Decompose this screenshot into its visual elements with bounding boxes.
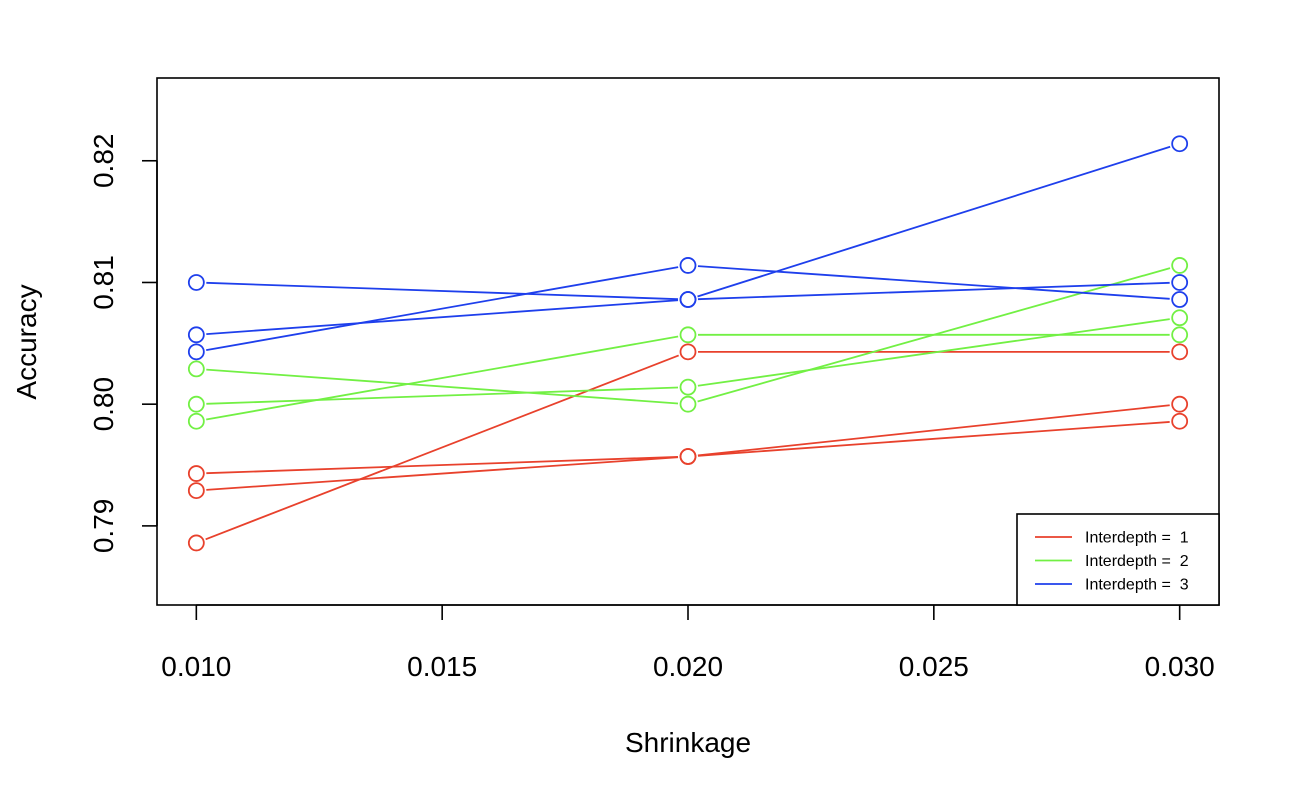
series-line-interdepth-2 [206,386,679,405]
data-point-interdepth-2 [679,378,697,396]
x-tick-label: 0.020 [653,651,723,682]
data-point-interdepth-3 [187,326,205,344]
data-point-interdepth-1 [679,343,697,361]
data-point-interdepth-1 [1171,395,1189,413]
axis-layer: 0.010 0.015 0.020 0.025 0.030 0.79 0.80 0.81 0.8… [88,134,1215,682]
data-point-interdepth-2 [187,360,205,378]
series-line-interdepth-1 [206,455,679,475]
data-point-interdepth-2 [187,395,205,413]
series-line-interdepth-3 [206,299,679,335]
data-point-interdepth-2 [679,395,697,413]
data-point-interdepth-3 [187,274,205,291]
y-tick-label: 0.80 [88,377,119,432]
data-point-interdepth-2 [1171,309,1189,327]
data-point-interdepth-2 [1171,257,1189,274]
series-layer [187,135,1189,552]
data-point-interdepth-2 [1171,326,1189,344]
data-point-interdepth-1 [679,448,697,465]
data-point-interdepth-3 [679,257,697,274]
x-axis-label: Shrinkage [625,727,751,758]
x-tick-label: 0.030 [1145,651,1215,682]
legend: Interdepth = 1 Interdepth = 2 Interdepth =… [1016,513,1220,606]
data-point-interdepth-1 [187,534,205,552]
series-line-interdepth-1 [697,404,1170,457]
data-point-interdepth-2 [187,412,205,430]
legend-label: Interdepth = 3 [1085,577,1189,594]
data-point-interdepth-1 [1171,412,1189,430]
series-line-interdepth-1 [205,354,680,541]
x-tick-label: 0.010 [161,651,231,682]
data-point-interdepth-3 [679,291,697,308]
series-line-interdepth-3 [206,281,679,301]
series-line-interdepth-1 [697,421,1170,457]
series-line-interdepth-3 [697,145,1171,298]
data-point-interdepth-3 [187,343,205,361]
series-line-interdepth-2 [206,368,679,405]
y-tick-label: 0.82 [88,134,119,189]
series-line-interdepth-3 [206,266,679,352]
x-tick-label: 0.025 [899,651,969,682]
data-point-interdepth-3 [1171,274,1189,291]
y-axis-label: Accuracy [11,284,42,399]
series-line-interdepth-1 [206,456,679,491]
data-point-interdepth-2 [679,326,697,344]
series-line-interdepth-2 [206,335,679,421]
y-tick-label: 0.79 [88,499,119,554]
x-tick-label: 0.015 [407,651,477,682]
data-point-interdepth-1 [187,465,205,482]
series-line-interdepth-3 [697,281,1170,301]
legend-label: Interdepth = 1 [1085,530,1189,547]
series-line-interdepth-3 [697,265,1170,300]
legend-box [1016,513,1220,606]
data-point-interdepth-3 [1171,291,1189,308]
series-line-interdepth-2 [697,318,1170,387]
data-point-interdepth-1 [1171,343,1189,361]
y-tick-label: 0.81 [88,255,119,310]
legend-label: Interdepth = 2 [1085,553,1189,570]
data-point-interdepth-1 [187,482,205,499]
data-point-interdepth-3 [1171,135,1189,153]
